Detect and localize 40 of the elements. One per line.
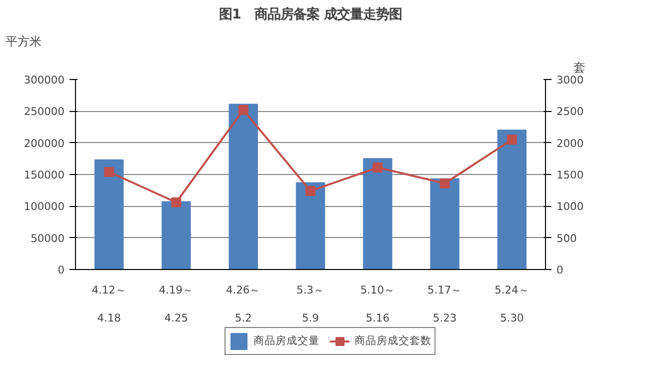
y-tick-label: 250000 (24, 105, 65, 118)
category-label: 4.12～ 4.18 (92, 284, 126, 324)
category-label: 5.3～ 5.9 (296, 284, 324, 324)
y-axis-title: 平方米 (6, 34, 42, 48)
point (506, 134, 517, 145)
legend-label: 商品房成交套数 (354, 334, 432, 348)
bar (228, 104, 258, 270)
y-tick-label: 300000 (24, 74, 65, 86)
bar (363, 158, 392, 270)
chart-title: 图1 商品房备案 成交量走势图 (219, 6, 402, 22)
point (306, 186, 316, 196)
point (104, 166, 114, 177)
y2-tick-label: 500 (556, 232, 578, 245)
y-tick-label: 150000 (24, 168, 65, 182)
bar (162, 201, 191, 270)
y2-tick-label: 0 (556, 264, 564, 276)
category-label: 4.19～ 4.25 (158, 284, 194, 324)
y2-axis-title: 套 (574, 60, 586, 74)
y-tick-label: 0 (58, 264, 65, 276)
y-tick-label: 50000 (30, 232, 65, 245)
bar (430, 178, 460, 270)
bar (94, 159, 124, 270)
y2-tick-label: 3000 (556, 74, 584, 86)
bar (296, 182, 326, 270)
category-label: 5.10～ 5.16 (360, 284, 396, 324)
point (440, 178, 450, 188)
y2-tick-label: 1500 (556, 168, 584, 182)
category-label: 5.17～ 5.23 (427, 284, 462, 324)
y2-tick-label: 2500 (556, 105, 584, 118)
bar (497, 130, 527, 270)
point (238, 104, 248, 115)
y-tick-label: 100000 (24, 200, 65, 214)
y-tick-label: 200000 (24, 136, 65, 150)
point (372, 162, 383, 173)
y2-tick-label: 1000 (556, 200, 584, 214)
category-label: 5.24～ 5.30 (494, 284, 530, 324)
y2-tick-label: 2000 (556, 136, 584, 150)
category-label: 4.26～ 5.2 (226, 284, 261, 324)
legend-label: 商品房成交量 (254, 334, 320, 348)
point (171, 197, 182, 208)
